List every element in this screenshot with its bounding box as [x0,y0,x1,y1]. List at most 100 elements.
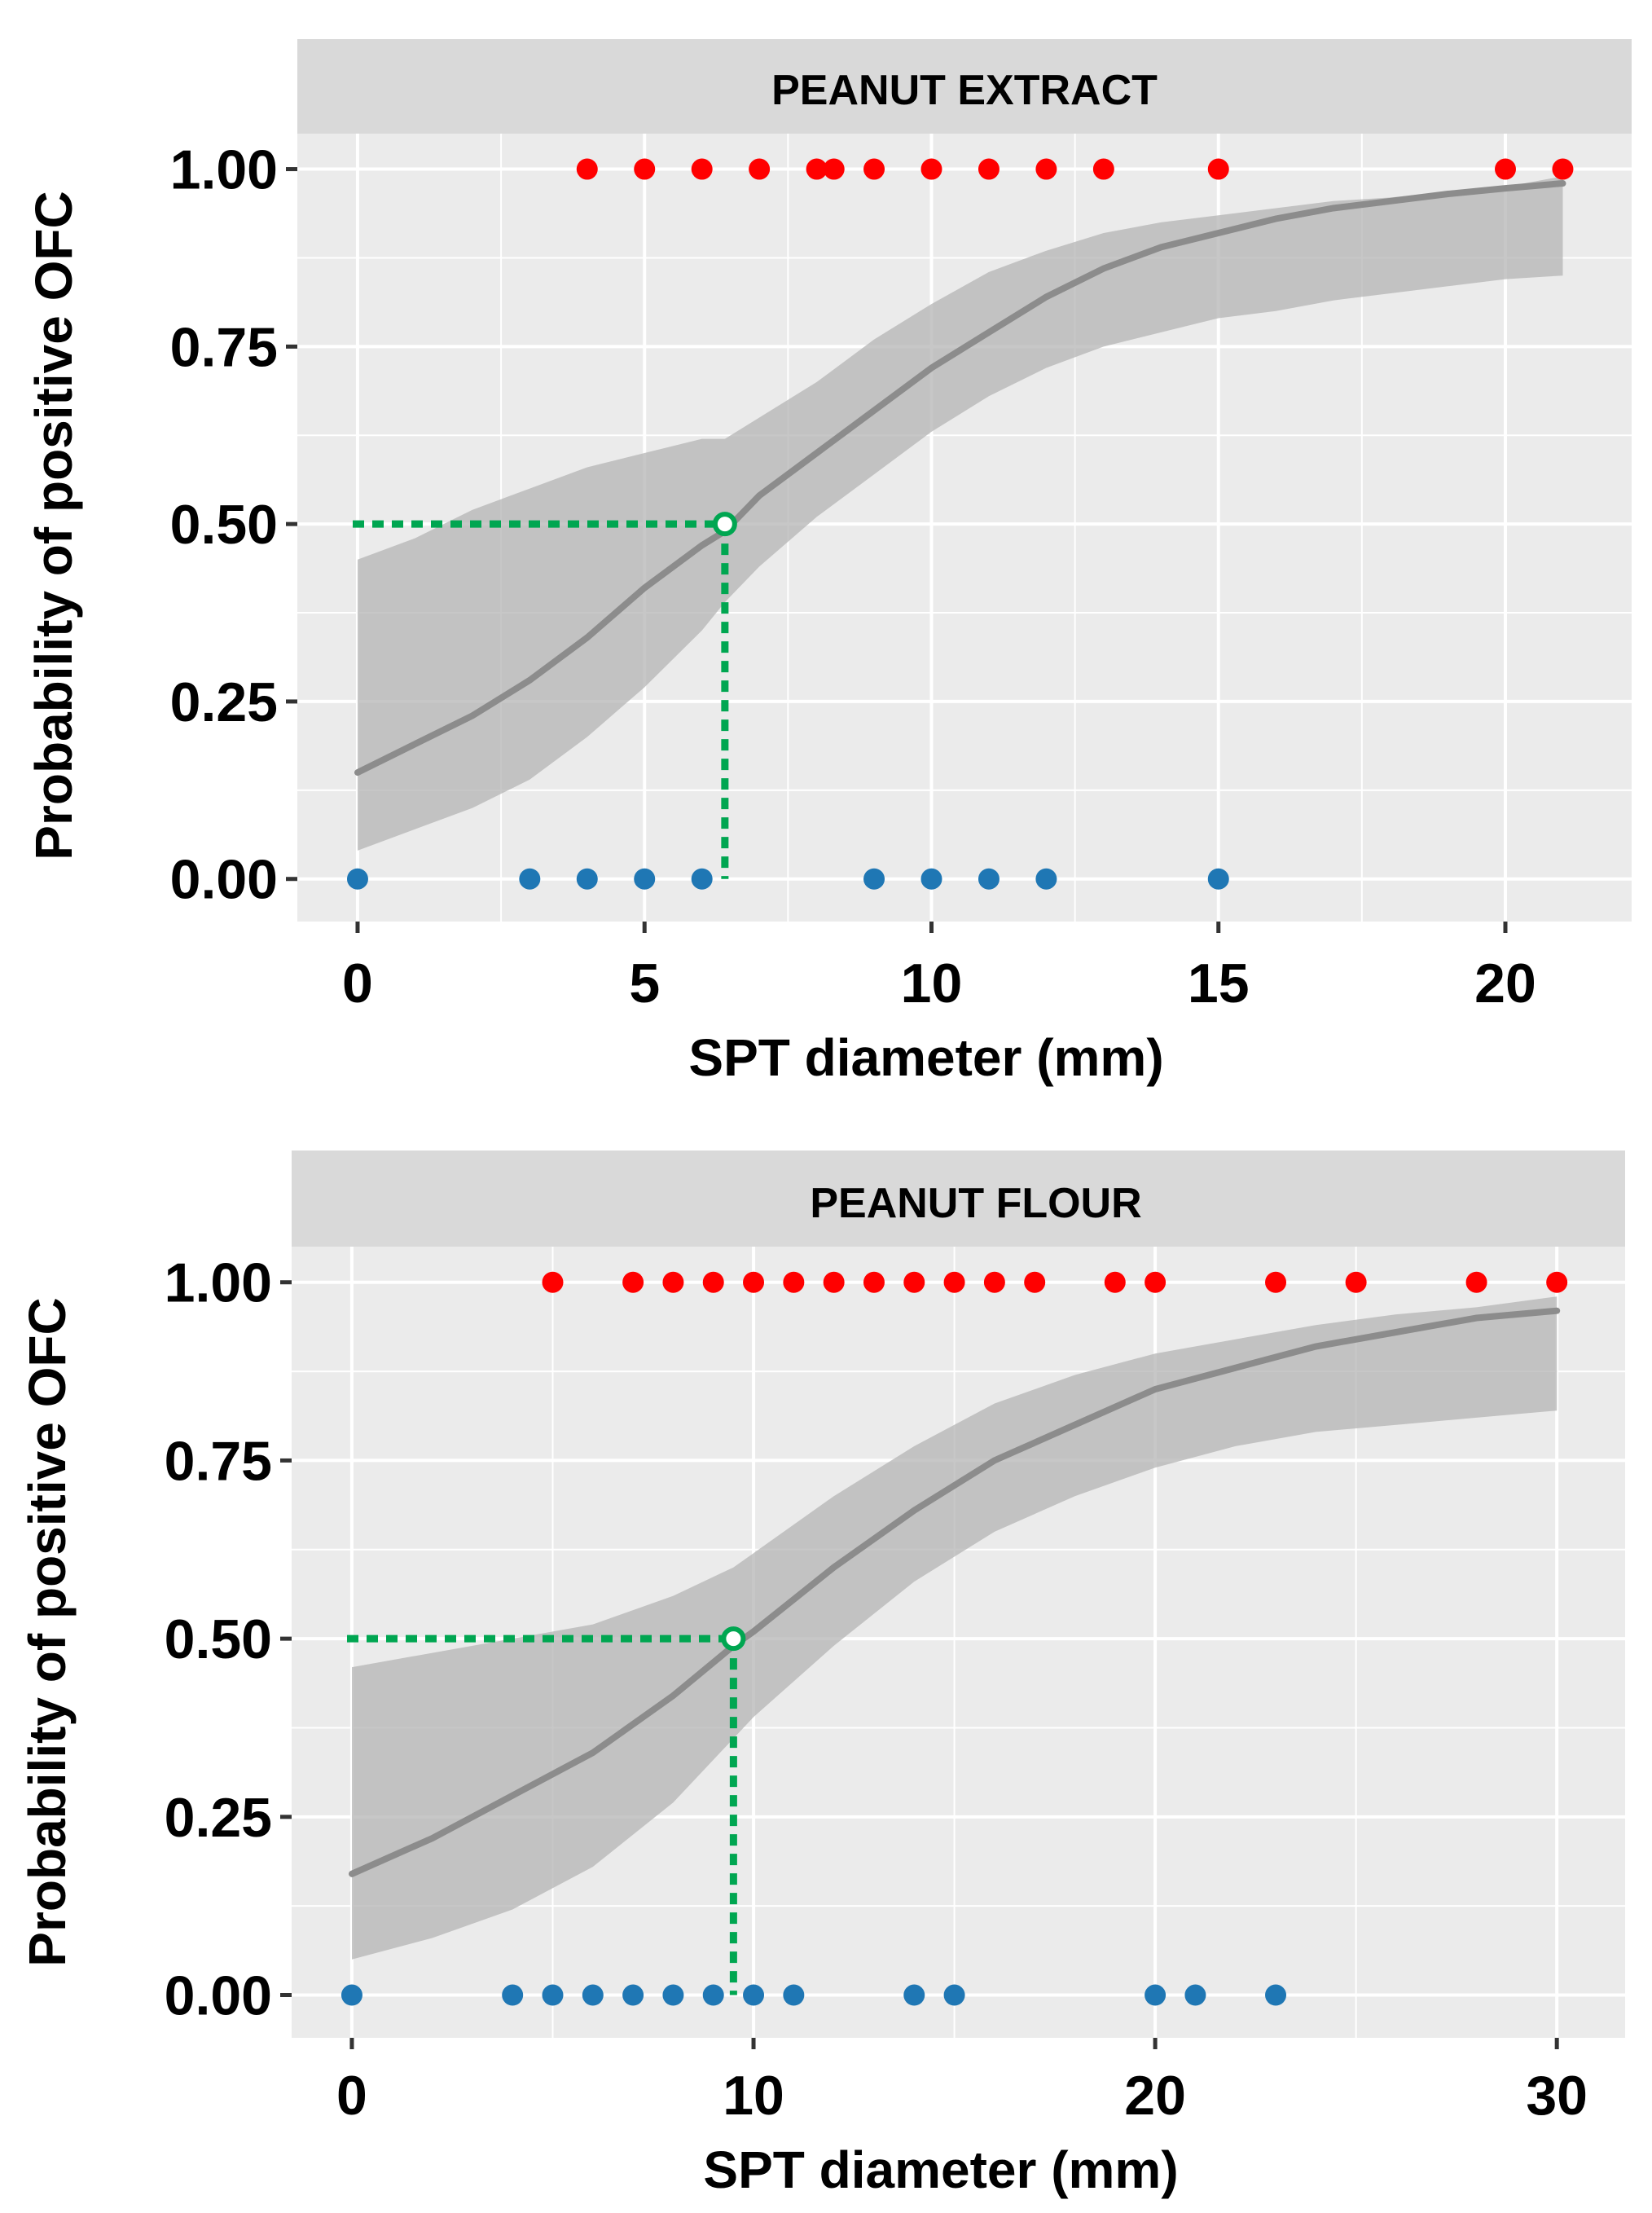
negative-ofc-point [1207,868,1229,890]
y-axis: 0.00 0.25 0.50 0.75 1.00 [170,139,297,911]
positive-ofc-point [743,1271,765,1293]
y-tick-label: 1.00 [165,1252,272,1314]
strip-header [297,39,1632,134]
ci-band-area [352,1296,1558,1960]
x-axis-title: SPT diameter (mm) [703,2140,1178,2199]
negative-ofc-point [576,868,598,890]
positive-ofc-point [662,1271,684,1293]
data-points [341,1271,1568,2006]
positive-ofc-point [1265,1271,1287,1293]
y-tick-label: 0.75 [170,316,278,378]
confidence-band [352,1296,1558,1960]
positive-ofc-point [823,158,845,180]
x-tick-label: 30 [1526,2065,1588,2127]
negative-ofc-point [1145,1984,1167,2006]
threshold-marker [347,1626,746,1995]
positive-ofc-point [823,1271,845,1293]
fit-line [354,180,1566,777]
strip-header [292,1150,1625,1247]
positive-ofc-point [749,158,771,180]
negative-ofc-point [978,868,1000,890]
negative-ofc-point [502,1984,524,2006]
x-axis: 0 10 20 30 [336,2038,1588,2127]
positive-ofc-point [1145,1271,1167,1293]
x-tick-label: 5 [629,953,660,1014]
chart-panel-peanut-extract: PEANUT EXTRACT 0.00 0.25 0.50 0.75 1.00 0 5 10… [24,39,1632,1087]
positive-ofc-point [702,1271,724,1293]
y-tick-label: 0.75 [165,1430,272,1492]
threshold-marker [353,512,737,879]
positive-ofc-point [983,1271,1005,1293]
y-tick-label: 0.00 [165,1965,272,2027]
negative-ofc-point [943,1984,965,2006]
logistic-fit-line [349,1307,1561,1877]
positive-ofc-point [1024,1271,1046,1293]
positive-ofc-point [783,1271,805,1293]
positive-ofc-point [863,1271,885,1293]
x-tick-label: 15 [1188,953,1250,1014]
negative-ofc-point [920,868,942,890]
positive-ofc-point [978,158,1000,180]
positive-ofc-point [1552,158,1574,180]
x-tick-label: 0 [336,2065,367,2127]
data-points [346,158,1574,890]
positive-ofc-point [1104,1271,1126,1293]
positive-ofc-point [634,158,656,180]
y-axis-title: Probability of positive OFC [18,1297,77,1966]
y-tick-label: 1.00 [170,139,278,201]
x-axis-title: SPT diameter (mm) [688,1028,1163,1087]
y-axis: 0.00 0.25 0.50 0.75 1.00 [165,1252,292,2027]
x-tick-label: 10 [723,2065,784,2127]
y-tick-label: 0.50 [165,1608,272,1670]
negative-ofc-point [622,1984,644,2006]
positive-ofc-point [1345,1271,1367,1293]
negative-ofc-point [341,1984,362,2006]
negative-ofc-point [634,868,656,890]
negative-ofc-point [783,1984,805,2006]
chart-panel-peanut-flour: PEANUT FLOUR 0.00 0.25 0.50 0.75 1.00 0 10 20 3… [18,1150,1625,2199]
positive-ofc-point [691,158,713,180]
negative-ofc-point [691,868,713,890]
positive-ofc-point [622,1271,644,1293]
negative-ofc-point [1035,868,1057,890]
positive-ofc-point [1546,1271,1568,1293]
x-tick-label: 10 [901,953,963,1014]
x-tick-label: 20 [1124,2065,1186,2127]
fit-line [349,1307,1561,1877]
negative-ofc-point [1265,1984,1287,2006]
x-tick-label: 0 [342,953,373,1014]
chart-title: PEANUT EXTRACT [771,67,1158,114]
positive-ofc-point [1092,158,1114,180]
y-axis-title: Probability of positive OFC [24,191,83,860]
threshold-point [712,512,737,537]
positive-ofc-point [806,158,828,180]
negative-ofc-point [662,1984,684,2006]
y-tick-label: 0.25 [165,1787,272,1849]
negative-ofc-point [582,1984,604,2006]
negative-ofc-point [903,1984,925,2006]
x-axis: 0 5 10 15 20 [342,922,1536,1014]
negative-ofc-point [346,868,368,890]
y-tick-label: 0.00 [170,849,278,911]
negative-ofc-point [519,868,541,890]
positive-ofc-point [1465,1271,1487,1293]
positive-ofc-point [1035,158,1057,180]
chart-title: PEANUT FLOUR [810,1180,1141,1227]
confidence-band [358,176,1563,851]
positive-ofc-point [903,1271,925,1293]
ci-band-area [358,176,1563,851]
positive-ofc-point [1207,158,1229,180]
positive-ofc-point [863,158,885,180]
positive-ofc-point [920,158,942,180]
positive-ofc-point [1495,158,1517,180]
positive-ofc-point [542,1271,564,1293]
negative-ofc-point [863,868,885,890]
negative-ofc-point [702,1984,724,2006]
negative-ofc-point [1184,1984,1206,2006]
positive-ofc-point [943,1271,965,1293]
y-tick-label: 0.25 [170,671,278,733]
negative-ofc-point [743,1984,765,2006]
threshold-point [721,1626,746,1652]
positive-ofc-point [576,158,598,180]
